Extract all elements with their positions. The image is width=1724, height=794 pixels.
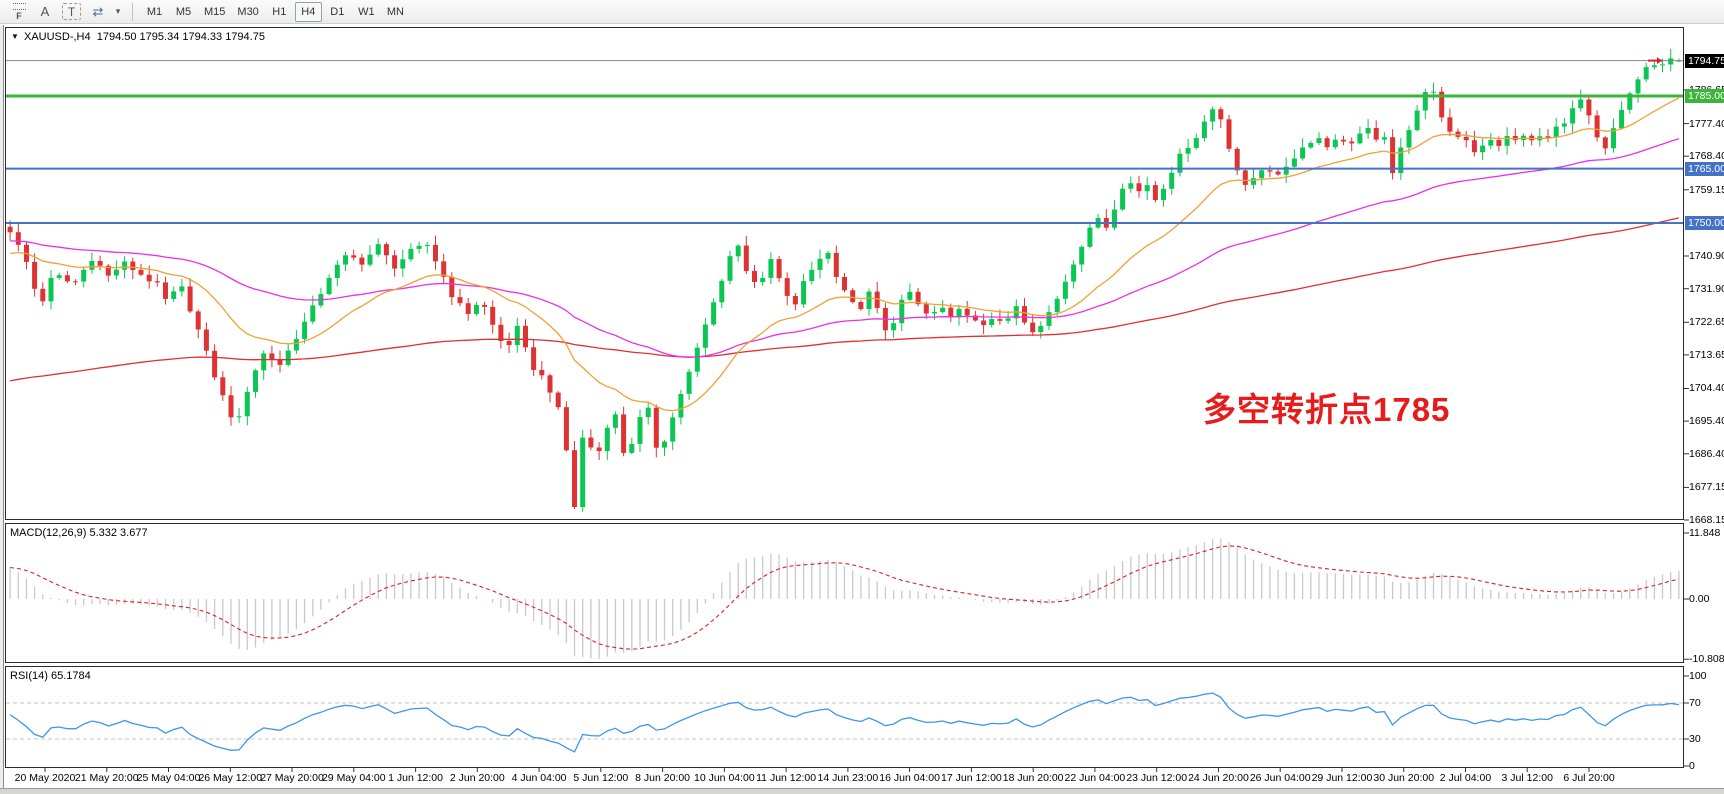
price-axis-label: 1704.40 — [1689, 382, 1724, 395]
price-axis-label: 1722.65 — [1689, 316, 1724, 329]
price-axis-label: 1713.65 — [1689, 348, 1724, 361]
time-axis-label: 11 Jun 12:00 — [756, 772, 817, 784]
timeframe-d1-button[interactable]: D1 — [330, 5, 345, 18]
macd-label: MACD(12,26,9) 5.332 3.677 — [10, 527, 148, 539]
level-price-box: 1765.00 — [1685, 161, 1724, 176]
current-price-box: 1794.75 — [1685, 53, 1724, 68]
level-price-box: 1750.00 — [1685, 216, 1724, 230]
dropdown-caret-icon[interactable]: ▾ — [115, 6, 121, 16]
time-axis-label: 2 Jul 04:00 — [1439, 772, 1492, 784]
last-price-marker — [1648, 57, 1662, 65]
time-axis-label: 22 Jun 04:00 — [1064, 772, 1126, 784]
chart-title: XAUUSD-,H4 1794.50 1795.34 1794.33 1794.… — [24, 31, 265, 43]
collapse-caret-icon[interactable]: ▼ — [11, 32, 19, 41]
timeframe-h4-button[interactable]: H4 — [294, 1, 322, 22]
time-axis-label: 26 May 12:00 — [198, 772, 263, 784]
time-axis-label: 20 May 2020 — [14, 772, 76, 784]
time-axis-label: 30 Jun 20:00 — [1373, 772, 1435, 784]
price-axis-label: 1686.40 — [1689, 447, 1724, 460]
time-axis-label: 21 May 20:00 — [74, 772, 139, 784]
timeframe-m15-button[interactable]: M15 — [204, 5, 226, 18]
time-axis-label: 10 Jun 04:00 — [694, 772, 755, 784]
rsi-axis-label: 70 — [1689, 697, 1701, 709]
toolbar-separator — [132, 2, 133, 21]
time-axis-label: 29 May 04:00 — [321, 772, 386, 784]
time-axis-label: 26 Jun 04:00 — [1249, 772, 1311, 784]
price-axis-label: 1759.15 — [1689, 183, 1724, 196]
macd-axis-label: 11.848 — [1689, 527, 1721, 539]
time-axis-label: 4 Jun 04:00 — [511, 772, 567, 784]
time-axis-label: 1 Jun 12:00 — [388, 772, 443, 784]
price-axis-label: 1731.90 — [1689, 282, 1724, 295]
label-tool-icon[interactable]: T — [62, 3, 81, 20]
time-axis-label: 29 Jun 12:00 — [1311, 772, 1373, 784]
time-axis-label: 2 Jun 20:00 — [449, 772, 505, 784]
price-axis-label: 1768.40 — [1689, 150, 1724, 163]
price-axis-label: 1695.40 — [1689, 415, 1724, 428]
timeframe-group: M1 M5 M15 M30 H1 H4 D1 W1 MN — [140, 1, 410, 22]
timeframe-w1-button[interactable]: W1 — [358, 5, 375, 18]
rsi-series — [6, 692, 1683, 753]
chart-annotation[interactable]: 多空转折点1785 — [1203, 391, 1451, 428]
time-axis-label: 24 Jun 20:00 — [1188, 772, 1249, 784]
time-axis-label: 27 May 20:00 — [260, 772, 324, 784]
toolbar: F A T ⇄ ▾ M1 M5 M15 M30 H1 H4 D1 W1 MN — [0, 0, 1724, 24]
price-axis-label: 1777.40 — [1689, 117, 1724, 130]
level-price-box: 1785.00 — [1685, 88, 1724, 103]
text-tool-icon[interactable]: A — [40, 4, 50, 19]
fibonacci-tool-icon[interactable]: F — [7, 2, 31, 22]
candlestick-series — [7, 48, 1682, 512]
time-axis-label: 14 Jun 23:00 — [817, 772, 879, 784]
rsi-axis-label: 100 — [1689, 670, 1707, 682]
cycle-symbols-icon[interactable]: ⇄ — [92, 3, 104, 19]
time-axis-label: 3 Jul 12:00 — [1501, 772, 1553, 784]
time-axis-label: 6 Jul 20:00 — [1563, 772, 1615, 784]
timeframe-m1-button[interactable]: M1 — [146, 5, 163, 18]
status-strip — [0, 788, 1724, 794]
price-axis-label: 1668.15 — [1689, 514, 1724, 527]
rsi-axis-label: 0 — [1689, 760, 1695, 772]
macd-axis-label: -10.808 — [1689, 653, 1724, 666]
rsi-axis-label: 30 — [1689, 733, 1701, 745]
window-edge — [0, 25, 4, 794]
timeframe-mn-button[interactable]: MN — [386, 5, 404, 18]
timeframe-m5-button[interactable]: M5 — [175, 5, 192, 18]
drawing-tools-group: F A T ⇄ ▾ — [6, 2, 125, 22]
time-axis-label: 8 Jun 20:00 — [635, 772, 691, 784]
rsi-label: RSI(14) 65.1784 — [10, 670, 91, 682]
time-axis-label: 17 Jun 12:00 — [941, 772, 1002, 784]
time-axis-label: 25 May 04:00 — [136, 772, 201, 784]
timeframe-h1-button[interactable]: H1 — [272, 5, 287, 18]
time-axis-label: 23 Jun 12:00 — [1126, 772, 1188, 784]
price-axis-label: 1740.90 — [1689, 250, 1724, 263]
timeframe-m30-button[interactable]: M30 — [237, 5, 259, 18]
time-axis-label: 5 Jun 12:00 — [573, 772, 629, 784]
macd-series — [9, 538, 1680, 660]
time-axis-label: 16 Jun 04:00 — [879, 772, 940, 784]
price-axis-label: 1677.15 — [1689, 481, 1724, 494]
time-axis-label: 18 Jun 20:00 — [1002, 772, 1064, 784]
macd-axis-label: 0.00 — [1689, 593, 1710, 605]
